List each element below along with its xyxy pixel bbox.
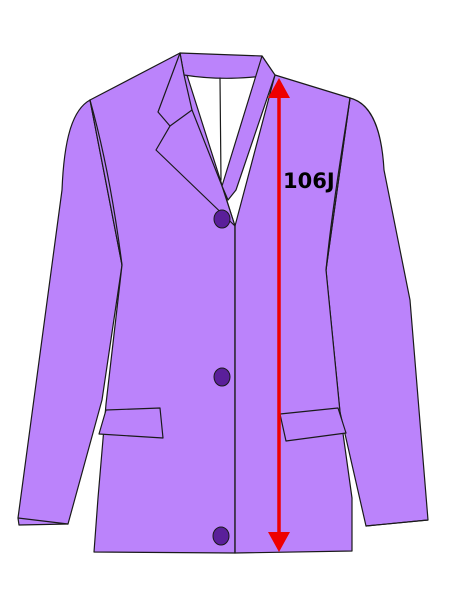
right-side-seam xyxy=(325,97,351,271)
button-icon xyxy=(213,367,231,387)
double-headed-arrow-icon xyxy=(268,78,290,552)
left-pocket-flap xyxy=(98,407,164,439)
left-sleeve xyxy=(17,99,123,526)
arrow-head-bottom xyxy=(268,532,290,552)
jacket-icon xyxy=(17,52,429,554)
right-cuff-line xyxy=(365,519,429,527)
button-icon xyxy=(213,209,231,229)
button-icon xyxy=(212,526,230,546)
left-side-seam xyxy=(89,99,123,266)
neck-seam xyxy=(219,77,222,181)
measurement-label: 106J xyxy=(283,169,335,193)
left-cuff-line xyxy=(17,517,69,525)
right-lapel xyxy=(221,55,276,201)
lapel-fold-line xyxy=(169,109,193,127)
right-pocket-flap xyxy=(279,407,347,442)
arrow-head-top xyxy=(268,78,290,98)
